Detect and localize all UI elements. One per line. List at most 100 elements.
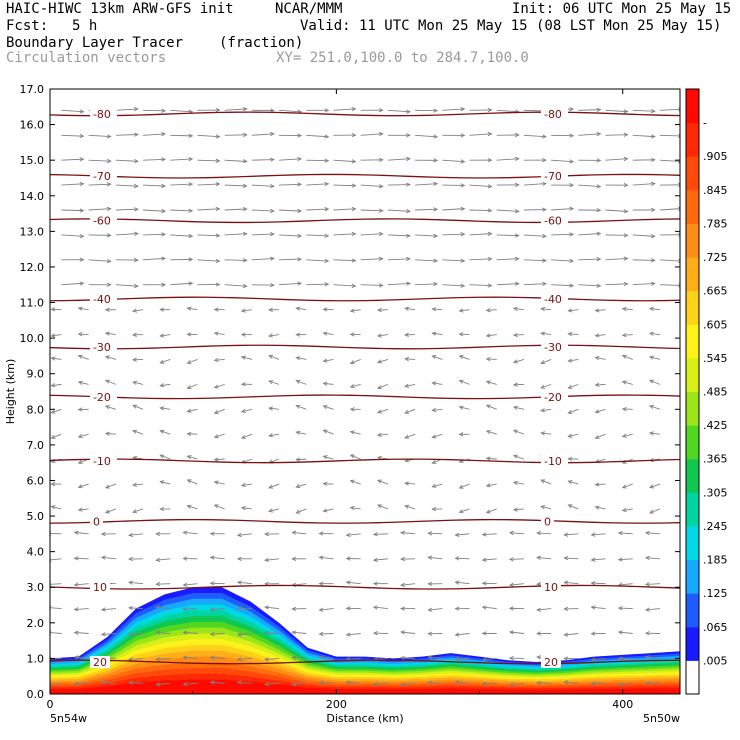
vector-arrow bbox=[333, 233, 356, 236]
vector-arrowhead bbox=[617, 630, 623, 635]
vector-arrow bbox=[455, 633, 470, 636]
vector-arrowhead bbox=[159, 307, 165, 312]
vector-arrow bbox=[61, 209, 84, 212]
contour-label-bg bbox=[89, 341, 117, 354]
vector-arrowhead bbox=[378, 184, 384, 189]
vector-arrow bbox=[401, 583, 416, 586]
contour-label-bg bbox=[89, 581, 110, 594]
vector-arrowhead bbox=[345, 680, 351, 685]
vector-arrowhead bbox=[186, 504, 192, 509]
vector-arrowhead bbox=[79, 257, 85, 262]
vector-arrowhead bbox=[623, 183, 629, 188]
x-axis-title: Distance (km) bbox=[326, 712, 403, 725]
vector-arrowhead bbox=[104, 307, 110, 312]
vector-arrowhead bbox=[542, 281, 547, 286]
colorbar-label: .905 bbox=[703, 150, 728, 163]
colorbar-swatch bbox=[686, 559, 699, 594]
vector-arrow bbox=[241, 356, 253, 360]
vector-arrowhead bbox=[182, 606, 188, 612]
vector-arrow bbox=[350, 383, 361, 388]
vector-arrow bbox=[442, 233, 465, 236]
vector-arrowhead bbox=[159, 429, 165, 434]
vector-arrowhead bbox=[406, 133, 411, 138]
vector-arrowhead bbox=[644, 582, 650, 587]
vector-arrow bbox=[160, 407, 171, 410]
vector-arrowhead bbox=[567, 480, 573, 485]
vector-arrow bbox=[183, 682, 198, 685]
vector-arrowhead bbox=[514, 209, 520, 214]
vector-arrow bbox=[183, 656, 198, 659]
vector-arrowhead bbox=[427, 531, 433, 536]
vector-arrowhead bbox=[73, 582, 79, 587]
vector-arrowhead bbox=[621, 380, 627, 385]
vector-arrowhead bbox=[209, 531, 215, 536]
contour-label-bg bbox=[540, 655, 561, 668]
vector-arrow bbox=[469, 233, 492, 236]
vector-arrow bbox=[323, 508, 334, 512]
vector-arrow bbox=[618, 558, 633, 561]
vector-arrow bbox=[214, 332, 225, 336]
vector-arrowhead bbox=[324, 108, 330, 113]
vector-arrowhead bbox=[268, 406, 274, 411]
vector-arrow bbox=[346, 581, 361, 585]
tracer-field bbox=[50, 587, 680, 694]
vector-arrow bbox=[115, 284, 138, 287]
vector-arrow bbox=[214, 433, 225, 438]
vector-arrowhead bbox=[508, 582, 514, 587]
vector-arrow bbox=[319, 608, 334, 611]
vector-arrowhead bbox=[404, 409, 410, 414]
contour-label-bg bbox=[540, 454, 568, 467]
vector-arrow bbox=[595, 309, 606, 312]
vector-arrowhead bbox=[427, 631, 433, 636]
vector-arrowhead bbox=[209, 655, 215, 660]
vector-arrowhead bbox=[324, 233, 330, 238]
vector-arrow bbox=[578, 233, 601, 236]
vector-arrow bbox=[50, 558, 62, 561]
vector-arrow bbox=[387, 184, 410, 186]
vector-arrowhead bbox=[372, 605, 378, 610]
vector-arrow bbox=[659, 259, 680, 262]
vector-arrowhead bbox=[376, 359, 382, 364]
vector-arrow bbox=[551, 208, 574, 211]
colorbar-swatch bbox=[686, 458, 699, 493]
vector-arrow bbox=[537, 557, 552, 560]
vector-arrow bbox=[51, 505, 62, 510]
vector-arrowhead bbox=[650, 234, 656, 239]
vector-arrowhead bbox=[512, 332, 518, 338]
vector-arrowhead bbox=[324, 282, 330, 287]
vector-arrowhead bbox=[567, 504, 573, 509]
y-tick-label: 4.0 bbox=[27, 546, 45, 559]
y-tick-label: 9.0 bbox=[27, 368, 45, 381]
vector-arrowhead bbox=[460, 183, 466, 188]
vector-arrowhead bbox=[487, 131, 493, 137]
vector-arrowhead bbox=[594, 409, 600, 414]
vector-arrowhead bbox=[596, 107, 602, 112]
vector-arrowhead bbox=[650, 207, 656, 213]
vector-arrowhead bbox=[297, 156, 303, 162]
vector-arrowhead bbox=[400, 556, 405, 562]
vector-arrow bbox=[360, 209, 383, 212]
vector-arrowhead bbox=[508, 682, 514, 687]
vector-arrow bbox=[132, 508, 144, 513]
vector-arrowhead bbox=[161, 183, 167, 189]
vector-arrow bbox=[251, 209, 274, 212]
vector-arrow bbox=[183, 583, 198, 586]
vector-arrow bbox=[237, 533, 252, 536]
vector-arrow bbox=[455, 581, 470, 585]
vector-arrowhead bbox=[104, 484, 110, 489]
vector-arrowhead bbox=[322, 508, 328, 513]
vector-arrow bbox=[513, 508, 524, 511]
vector-arrowhead bbox=[213, 357, 219, 363]
vector-arrowhead bbox=[215, 158, 221, 163]
vector-arrowhead bbox=[349, 505, 355, 511]
vector-arrow bbox=[296, 380, 307, 385]
vector-arrowhead bbox=[376, 409, 382, 414]
vector-arrowhead bbox=[378, 283, 384, 288]
contour-line bbox=[50, 458, 680, 464]
vector-arrow bbox=[551, 284, 574, 287]
vector-arrow bbox=[645, 532, 660, 535]
colorbar-swatch bbox=[686, 189, 699, 224]
vector-arrow bbox=[61, 158, 84, 161]
vector-arrowhead bbox=[648, 331, 654, 336]
vector-arrowhead bbox=[349, 430, 355, 435]
